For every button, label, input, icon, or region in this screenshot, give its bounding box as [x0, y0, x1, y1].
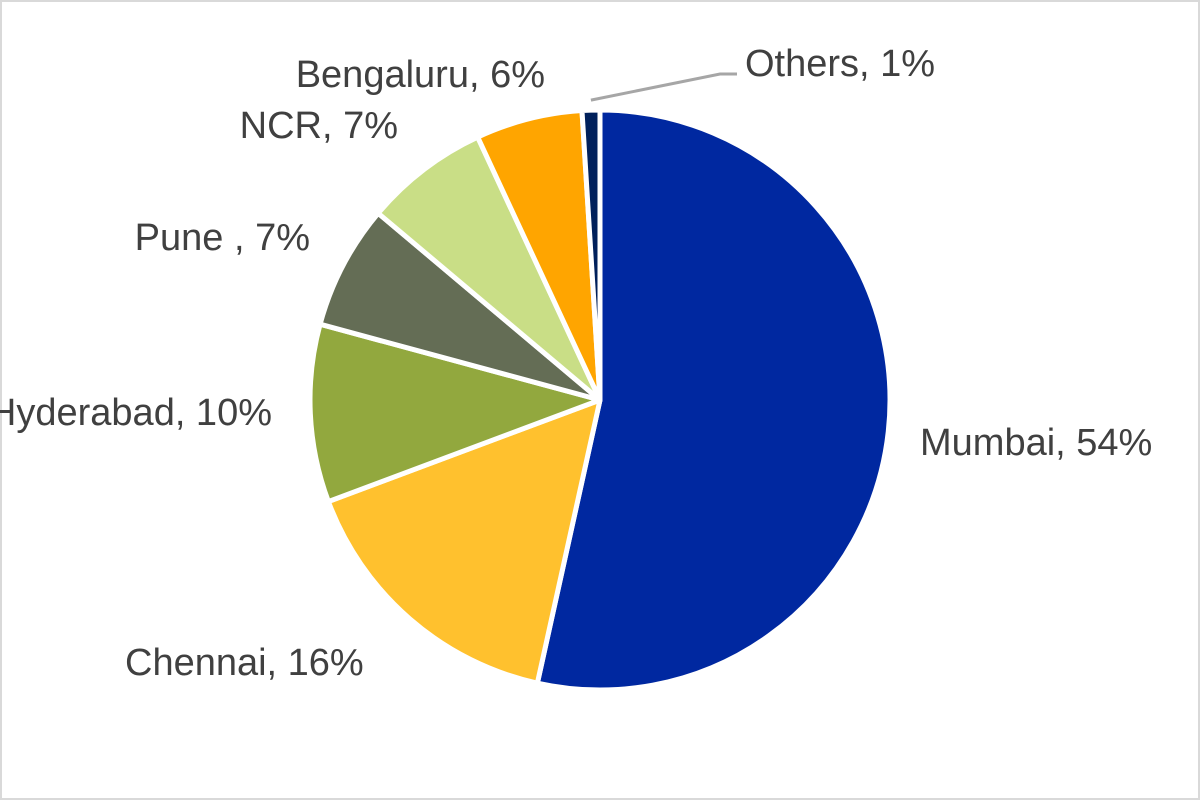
- pie-slices: [307, 107, 893, 693]
- leader-lines: [590, 72, 737, 102]
- slice-label-mumbai: Mumbai, 54%: [920, 422, 1152, 464]
- slice-label-pune: Pune , 7%: [135, 217, 310, 259]
- slice-label-hyderabad: Hyderabad, 10%: [0, 392, 272, 434]
- leader-line-others: [590, 72, 737, 102]
- slice-label-bengaluru: Bengaluru, 6%: [296, 54, 545, 96]
- slice-labels: Mumbai, 54% Chennai, 16% Hyderabad, 10% Pun…: [0, 43, 1152, 684]
- pie-slice-chennai: [325, 397, 603, 686]
- slice-label-ncr: NCR, 7%: [240, 105, 398, 147]
- pie-slice-hyderabad: [307, 321, 603, 505]
- pie-slice-mumbai: [534, 107, 893, 693]
- slice-label-chennai: Chennai, 16%: [125, 642, 364, 684]
- pie-slice-others: [579, 107, 603, 403]
- slice-label-others: Others, 1%: [745, 43, 935, 85]
